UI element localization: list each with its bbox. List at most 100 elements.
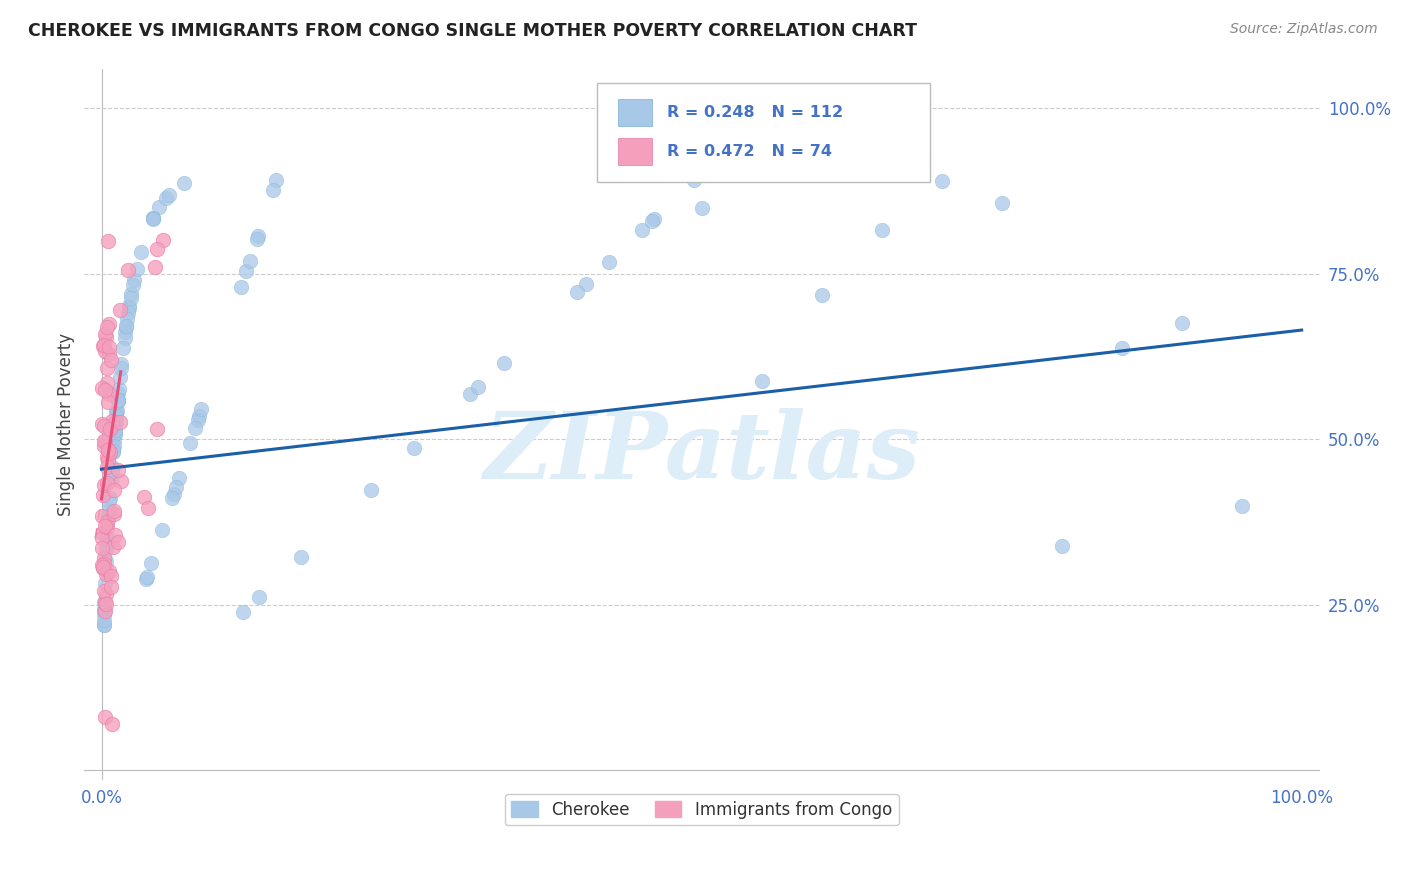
Point [96,361,118,376]
Point [129,245,152,260]
Point [136,500,159,515]
Point [105,409,128,423]
Point [107,535,129,549]
Point [990,195,1012,210]
Point [93,607,115,621]
Point [1230,499,1253,513]
Point [100,473,122,487]
Point [110,474,132,488]
Text: R = 0.248   N = 112: R = 0.248 N = 112 [666,105,844,120]
Point [94,343,117,358]
Point [91,561,114,575]
Point [93,434,115,449]
Point [641,213,664,227]
Point [96,460,118,475]
Text: ZIPatlas: ZIPatlas [484,408,920,498]
Legend: Cherokee, Immigrants from Congo: Cherokee, Immigrants from Congo [505,794,898,825]
Point [101,445,124,459]
Point [98,422,121,436]
Point [93,519,115,533]
Point [167,470,190,484]
Point [112,342,135,356]
Point [118,301,141,316]
Point [97,386,120,401]
Text: Source: ZipAtlas.com: Source: ZipAtlas.com [1230,22,1378,37]
FancyBboxPatch shape [596,83,931,182]
Point [94,330,117,344]
Point [122,278,145,293]
Point [103,439,125,453]
Point [150,523,173,537]
Point [404,441,426,455]
Point [93,583,115,598]
Point [98,346,121,360]
Point [93,439,115,453]
Point [93,338,115,352]
Point [93,477,115,491]
Point [91,339,114,353]
Point [247,590,270,604]
Point [98,564,121,578]
Bar [617,99,652,126]
Point [100,464,122,478]
Point [96,520,118,534]
Point [93,604,115,618]
Point [107,463,129,477]
Point [142,212,165,227]
Point [117,306,139,320]
Point [360,483,382,497]
Point [143,260,166,275]
Point [100,568,122,582]
Point [101,460,124,475]
Point [1050,539,1073,553]
Point [107,392,129,407]
Point [91,381,114,395]
Point [94,567,117,582]
Point [598,254,620,268]
Point [132,491,155,505]
Point [93,575,115,590]
Point [717,140,740,154]
Point [91,541,114,555]
Point [101,417,124,432]
Point [97,503,120,517]
Point [100,353,122,368]
Point [142,211,165,225]
Point [135,569,157,583]
Point [122,273,145,287]
Point [148,200,170,214]
Point [94,597,117,611]
Point [458,387,481,401]
Point [103,504,125,518]
Point [96,320,118,334]
Point [162,491,184,506]
Point [575,277,598,291]
Point [94,384,117,398]
Point [91,488,114,502]
Point [467,379,489,393]
Point [264,173,287,187]
Point [96,376,118,390]
Point [108,370,131,384]
Point [100,580,122,594]
Point [101,540,124,554]
Point [135,573,157,587]
Point [121,286,143,301]
Point [173,176,195,190]
Point [231,280,253,294]
Point [104,419,127,434]
Point [188,409,211,423]
Point [157,188,180,202]
Point [100,414,122,428]
Point [93,594,115,608]
Point [567,285,589,299]
Point [239,253,262,268]
Point [187,413,209,427]
Point [96,443,118,458]
Point [94,553,117,567]
Point [100,465,122,479]
Point [232,605,254,619]
Point [93,434,115,449]
Point [103,426,125,441]
Point [93,617,115,632]
